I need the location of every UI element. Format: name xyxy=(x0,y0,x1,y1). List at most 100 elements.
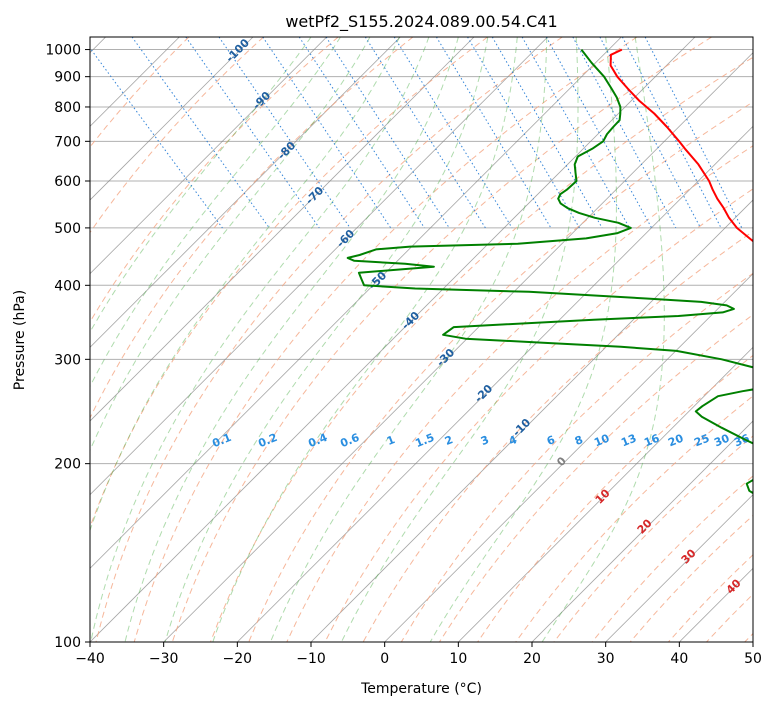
moist-adiabat-line xyxy=(541,37,665,642)
isotherm-line xyxy=(458,346,753,642)
isotherm-line xyxy=(90,37,622,569)
isotherm-line xyxy=(90,37,254,201)
mixing-ratio-line xyxy=(644,37,743,229)
isotherm-label: -40 xyxy=(399,309,422,332)
mixing-ratio-line xyxy=(393,37,513,229)
isotherm-line xyxy=(237,125,753,642)
mixing-ratio-line xyxy=(185,37,320,229)
mixing-ratio-label: 0.4 xyxy=(306,431,329,450)
mixing-ratio-label: 2 xyxy=(443,433,455,448)
y-tick-label: 100 xyxy=(54,635,81,651)
dry-adiabat-label: 20 xyxy=(635,516,655,536)
isotherm-line xyxy=(90,37,401,348)
isotherm-label: -30 xyxy=(434,346,457,369)
mixing-ratio-label: 10 xyxy=(592,432,611,450)
mixing-ratio-line xyxy=(90,47,223,229)
y-tick-label: 500 xyxy=(54,221,81,237)
mixing-ratio-line xyxy=(491,37,603,229)
isotherm-label: 0 xyxy=(554,454,569,469)
y-tick-label: 700 xyxy=(54,134,81,150)
plot-frame xyxy=(89,36,754,643)
mixing-ratio-line xyxy=(521,37,630,229)
moist-adiabat-line xyxy=(90,37,371,452)
isotherm-line xyxy=(752,641,753,642)
y-tick-label: 600 xyxy=(54,174,81,190)
x-tick-label: 10 xyxy=(449,651,467,667)
mixing-ratio-line xyxy=(572,37,677,229)
dry-adiabat-line xyxy=(515,395,753,642)
moist-adiabat-line xyxy=(340,37,579,642)
dry-adiabat-line xyxy=(553,435,753,642)
dry-adiabat-line xyxy=(477,354,753,642)
moist-adiabat-line xyxy=(90,37,312,333)
y-tick-label: 1000 xyxy=(45,43,81,59)
mixing-ratio-label: 0.2 xyxy=(256,431,279,450)
mixing-ratio-label: 13 xyxy=(619,432,638,450)
y-tick-label: 400 xyxy=(54,278,81,294)
x-tick-label: −10 xyxy=(296,651,326,667)
isotherm-line xyxy=(90,37,548,496)
x-tick-label: 0 xyxy=(380,651,389,667)
dry-adiabat-line xyxy=(90,37,190,148)
mixing-ratio-line xyxy=(218,37,351,229)
moist-adiabat-line xyxy=(90,37,341,388)
mixing-ratio-label: 20 xyxy=(666,432,685,450)
mixing-ratio-label: 6 xyxy=(545,433,557,448)
chart-title: wetPf2_S155.2024.089.00.54.C41 xyxy=(285,12,557,32)
isotherm-label: -70 xyxy=(303,184,326,207)
y-tick-label: 900 xyxy=(54,70,81,86)
dry-adiabat-line xyxy=(210,56,753,642)
isotherm-label: -90 xyxy=(250,89,273,112)
isotherm-line xyxy=(310,199,753,642)
dry-adiabat-line xyxy=(248,101,753,642)
dry-adiabat-label: 30 xyxy=(679,546,699,566)
mixing-ratio-line xyxy=(131,37,270,229)
mixing-ratio-line xyxy=(545,37,653,229)
moist-adiabat-line xyxy=(270,37,548,642)
mixing-ratio-label: 0.1 xyxy=(210,431,233,450)
dry-adiabat-line xyxy=(90,37,339,323)
x-axis-label: Temperature (°C) xyxy=(360,681,482,697)
moist-adiabat-line xyxy=(90,37,400,532)
isotherm-line xyxy=(531,420,753,642)
dry-adiabat-line xyxy=(95,37,563,642)
isotherm-label: -20 xyxy=(472,382,495,405)
isotherm-line xyxy=(90,37,475,422)
mixing-ratio-line xyxy=(599,37,701,229)
moist-adiabat-line xyxy=(212,37,518,642)
dry-adiabat-label: 40 xyxy=(724,576,744,596)
mixing-ratio-label: 25 xyxy=(692,432,711,450)
isotherm-line xyxy=(605,494,753,642)
dry-adiabat-line xyxy=(171,37,712,642)
x-tick-label: −20 xyxy=(223,651,253,667)
mixing-ratio-line xyxy=(435,37,552,229)
dry-adiabat-line xyxy=(90,37,414,420)
x-tick-label: −40 xyxy=(75,651,105,667)
x-tick-label: 30 xyxy=(597,651,615,667)
isotherm-line xyxy=(90,37,327,275)
dry-adiabat-line xyxy=(133,37,638,642)
dry-adiabat-line xyxy=(90,37,488,529)
mixing-ratio-line xyxy=(467,37,580,229)
mixing-ratio-label: 8 xyxy=(573,433,585,448)
y-tick-label: 300 xyxy=(54,352,81,368)
mixing-ratio-label: 16 xyxy=(642,432,661,450)
mixing-ratio-line xyxy=(325,37,450,229)
dry-adiabat-label: 10 xyxy=(593,486,613,506)
isotherm-line xyxy=(384,273,753,642)
moist-adiabat-line xyxy=(164,37,489,642)
mixing-ratio-label: 1 xyxy=(385,433,397,448)
x-tick-label: 20 xyxy=(523,651,541,667)
x-tick-label: 40 xyxy=(670,651,688,667)
isotherm-line xyxy=(90,37,696,642)
dry-adiabat-line xyxy=(324,188,753,642)
y-tick-label: 200 xyxy=(54,457,81,473)
x-tick-label: −30 xyxy=(149,651,179,667)
dry-adiabat-line xyxy=(706,593,753,642)
moist-adiabat-line xyxy=(429,37,617,642)
dry-adiabat-line xyxy=(286,145,753,642)
mixing-ratio-label: 1.5 xyxy=(413,431,436,450)
dry-adiabat-line xyxy=(744,632,753,642)
